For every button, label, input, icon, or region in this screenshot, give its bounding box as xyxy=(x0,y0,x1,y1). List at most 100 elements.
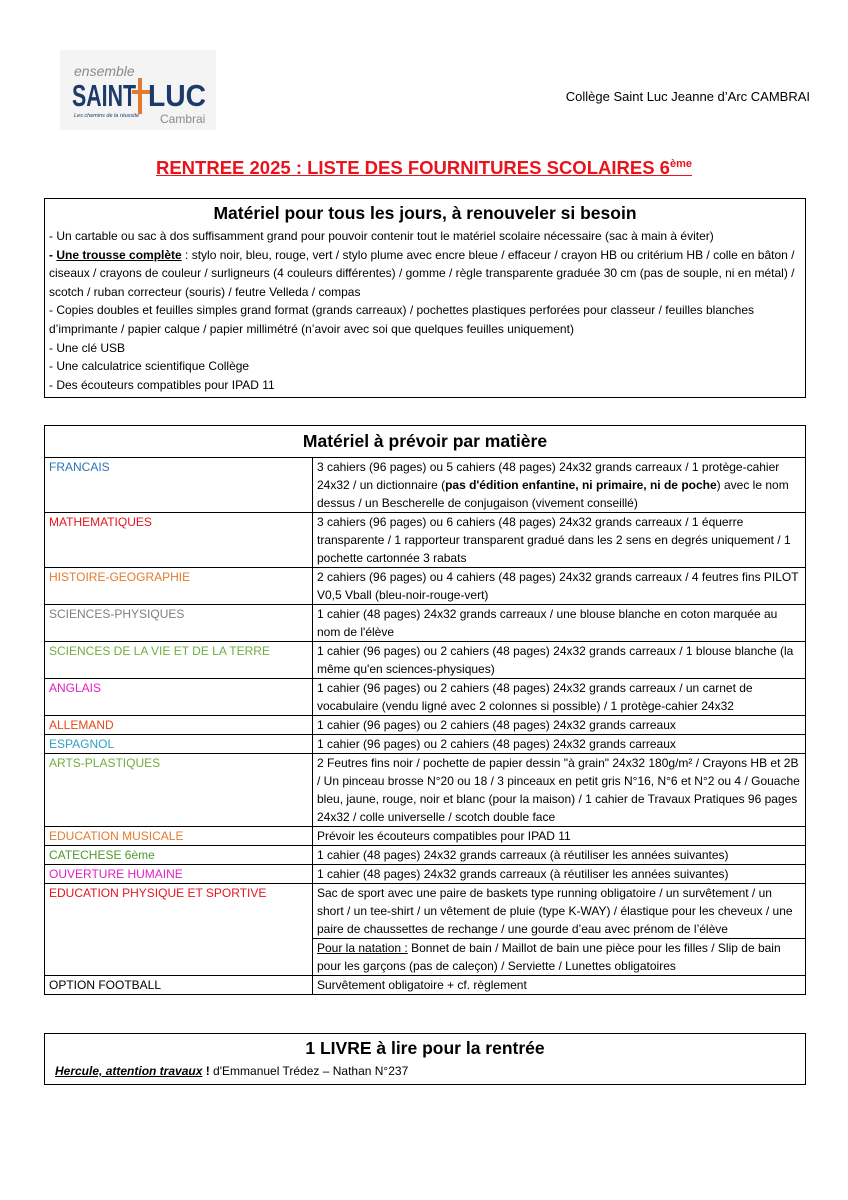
supplies: 1 cahier (96 pages) ou 2 cahiers (48 pag… xyxy=(317,735,801,753)
subject-name: EDUCATION MUSICALE xyxy=(45,826,313,846)
page-title: RENTREE 2025 : LISTE DES FOURNITURES SCO… xyxy=(0,157,848,179)
subject-row: SCIENCES DE LA VIE ET DE LA TERRE 1 cahie… xyxy=(45,641,805,679)
subject-name: HISTOIRE-GEOGRAPHIE xyxy=(45,567,313,605)
text: ) avec le nom dessus / un Bescherelle de… xyxy=(317,478,789,510)
list-item: - Une trousse complète : stylo noir, ble… xyxy=(49,246,801,302)
subject-row: OUVERTURE HUMAINE 1 cahier (48 pages) 24x… xyxy=(45,864,805,884)
supplies: 1 cahier (96 pages) ou 2 cahiers (48 pag… xyxy=(317,679,801,715)
section-heading: Matériel pour tous les jours, à renouvel… xyxy=(213,203,637,223)
list-item: - Copies doubles et feuilles simples gra… xyxy=(49,301,801,338)
text-underline: Pour la natation : xyxy=(317,941,408,955)
book-line: Hercule, attention travaux ! d'Emmanuel … xyxy=(55,1062,805,1080)
supplies: 3 cahiers (96 pages) ou 6 cahiers (48 pa… xyxy=(317,513,801,567)
text: 1 cahier (48 pages) 24x32 grands carreau… xyxy=(317,867,729,881)
text: 1 cahier (96 pages) ou 2 cahiers (48 pag… xyxy=(317,681,753,713)
subject-supplies: 1 cahier (48 pages) 24x32 grands carreau… xyxy=(312,604,805,642)
supplies: Survêtement obligatoire + cf. règlement xyxy=(317,976,801,994)
text: : stylo noir, bleu, rouge, vert / stylo … xyxy=(49,247,795,299)
subject-supplies: 3 cahiers (96 pages) ou 6 cahiers (48 pa… xyxy=(312,512,805,568)
section-heading: Matériel à prévoir par matière xyxy=(45,426,805,458)
title-text: RENTREE 2025 : LISTE DES FOURNITURES SCO… xyxy=(155,157,670,178)
subject-name: ALLEMAND xyxy=(45,715,313,735)
supplies: Prévoir les écouteurs compatibles pour I… xyxy=(317,827,801,845)
text: Survêtement obligatoire + cf. règlement xyxy=(317,978,527,992)
text: 1 cahier (96 pages) ou 2 cahiers (48 pag… xyxy=(317,718,676,732)
subject-row: EDUCATION PHYSIQUE ET SPORTIVE Sac de spo… xyxy=(45,883,805,976)
supplies: 1 cahier (96 pages) ou 2 cahiers (48 pag… xyxy=(317,716,801,734)
supplies: Pour la natation : Bonnet de bain / Mail… xyxy=(313,938,805,975)
subject-supplies: 3 cahiers (96 pages) ou 5 cahiers (48 pa… xyxy=(313,458,806,513)
supplies: 2 Feutres fins noir / pochette de papier… xyxy=(317,754,801,826)
text: - Une clé USB xyxy=(49,340,126,355)
logo-tagline: Les chemins de la réussite xyxy=(74,113,139,119)
section-heading: 1 LIVRE à lire pour la rentrée xyxy=(305,1038,545,1058)
subject-row: ANGLAIS 1 cahier (96 pages) ou 2 cahiers … xyxy=(45,678,805,716)
list-item: - Des écouteurs compatibles pour IPAD 11 xyxy=(49,376,801,395)
text: 1 cahier (48 pages) 24x32 grands carreau… xyxy=(317,848,729,862)
subject-supplies: 1 cahier (96 pages) ou 2 cahiers (48 pag… xyxy=(312,734,805,754)
text: - Une calculatrice scientifique Collège xyxy=(49,359,250,374)
text: d'Emmanuel Trédez – Nathan N°237 xyxy=(209,1064,409,1078)
supplies: 3 cahiers (96 pages) ou 5 cahiers (48 pa… xyxy=(317,458,801,512)
logo-cross xyxy=(138,78,142,114)
subject-supplies: 1 cahier (48 pages) 24x32 grands carreau… xyxy=(312,864,805,884)
subject-name: OPTION FOOTBALL xyxy=(45,975,313,994)
text: 1 cahier (96 pages) ou 2 cahiers (48 pag… xyxy=(317,644,794,676)
subject-name: MATHEMATIQUES xyxy=(45,512,313,568)
daily-box: Matériel pour tous les jours, à renouvel… xyxy=(44,198,806,399)
text: Bonnet de bain / Maillot de bain une piè… xyxy=(317,941,781,973)
text-bold-underline: Une trousse complète xyxy=(56,247,182,262)
supplies: 2 cahiers (96 pages) ou 4 cahiers (48 pa… xyxy=(317,568,801,604)
text: 2 Feutres fins noir / pochette de papier… xyxy=(317,756,800,824)
subject-supplies: 2 Feutres fins noir / pochette de papier… xyxy=(312,753,805,827)
subject-row: FRANCAIS 3 cahiers (96 pages) ou 5 cahier… xyxy=(45,458,805,513)
text-bold: - xyxy=(49,247,57,262)
subject-row: OPTION FOOTBALL Survêtement obligatoire +… xyxy=(45,975,805,994)
subject-supplies: 1 cahier (96 pages) ou 2 cahiers (48 pag… xyxy=(312,715,805,735)
list-item: - Une calculatrice scientifique Collège xyxy=(49,357,801,376)
subject-name: OUVERTURE HUMAINE xyxy=(45,864,313,884)
subjects-table: FRANCAIS 3 cahiers (96 pages) ou 5 cahier… xyxy=(45,458,805,994)
logo-top: ensemble xyxy=(74,63,135,79)
supplies: 1 cahier (48 pages) 24x32 grands carreau… xyxy=(317,605,801,641)
supplies: 1 cahier (96 pages) ou 2 cahiers (48 pag… xyxy=(317,642,801,678)
subject-name: ANGLAIS xyxy=(45,678,313,716)
subject-supplies: Prévoir les écouteurs compatibles pour I… xyxy=(312,826,805,846)
subject-name: CATECHESE 6ème xyxy=(45,845,313,865)
subject-row: SCIENCES-PHYSIQUES 1 cahier (48 pages) 24… xyxy=(45,604,805,642)
subject-name: FRANCAIS xyxy=(45,458,313,513)
subject-supplies: 1 cahier (96 pages) ou 2 cahiers (48 pag… xyxy=(312,678,805,716)
title-sup: ème xyxy=(669,157,692,170)
text-bold-italic-underline: Hercule, attention travaux xyxy=(55,1064,203,1078)
subject-supplies: Sac de sport avec une paire de baskets t… xyxy=(312,883,805,976)
subject-row: ALLEMAND 1 cahier (96 pages) ou 2 cahiers… xyxy=(45,715,805,735)
subject-row: CATECHESE 6ème 1 cahier (48 pages) 24x32 … xyxy=(45,845,805,865)
subject-row: EDUCATION MUSICALE Prévoir les écouteurs … xyxy=(45,826,805,846)
supplies: Sac de sport avec une paire de baskets t… xyxy=(317,884,801,938)
logo: ensemble SAINT LUC Les chemins de la réu… xyxy=(60,50,216,130)
logo-name-right: LUC xyxy=(148,78,206,113)
subjects-box: Matériel à prévoir par matière FRANCAIS 3 … xyxy=(44,425,806,995)
subject-row: ESPAGNOL 1 cahier (96 pages) ou 2 cahiers… xyxy=(45,734,805,754)
subject-row: ARTS-PLASTIQUES 2 Feutres fins noir / poc… xyxy=(45,753,805,827)
text: - Des écouteurs compatibles pour IPAD 11 xyxy=(49,377,275,392)
subject-supplies: 2 cahiers (96 pages) ou 4 cahiers (48 pa… xyxy=(312,567,805,605)
supplies: 1 cahier (48 pages) 24x32 grands carreau… xyxy=(317,865,801,883)
book-box: 1 LIVRE à lire pour la rentrée Hercule, a… xyxy=(44,1033,806,1085)
logo-name-left: SAINT xyxy=(72,78,136,113)
subject-supplies: Survêtement obligatoire + cf. règlement xyxy=(312,975,805,994)
subject-supplies: 1 cahier (48 pages) 24x32 grands carreau… xyxy=(312,845,805,865)
subject-name: SCIENCES-PHYSIQUES xyxy=(45,604,313,642)
subject-row: HISTOIRE-GEOGRAPHIE 2 cahiers (96 pages) … xyxy=(45,567,805,605)
school-name: Collège Saint Luc Jeanne d’Arc CAMBRAI xyxy=(565,89,810,104)
subject-name: SCIENCES DE LA VIE ET DE LA TERRE xyxy=(45,641,313,679)
list-item: - Un cartable ou sac à dos suffisamment … xyxy=(49,227,801,246)
text: - Un cartable ou sac à dos suffisamment … xyxy=(49,229,714,243)
text: 2 cahiers (96 pages) ou 4 cahiers (48 pa… xyxy=(317,570,799,602)
subject-name: ARTS-PLASTIQUES xyxy=(45,753,313,827)
text: 3 cahiers (96 pages) ou 6 cahiers (48 pa… xyxy=(317,515,791,565)
list-item: - Une clé USB xyxy=(49,339,801,358)
text: 3 cahiers (96 pages) ou 5 cahiers (48 pa… xyxy=(317,460,780,492)
subject-name: ESPAGNOL xyxy=(45,734,313,754)
